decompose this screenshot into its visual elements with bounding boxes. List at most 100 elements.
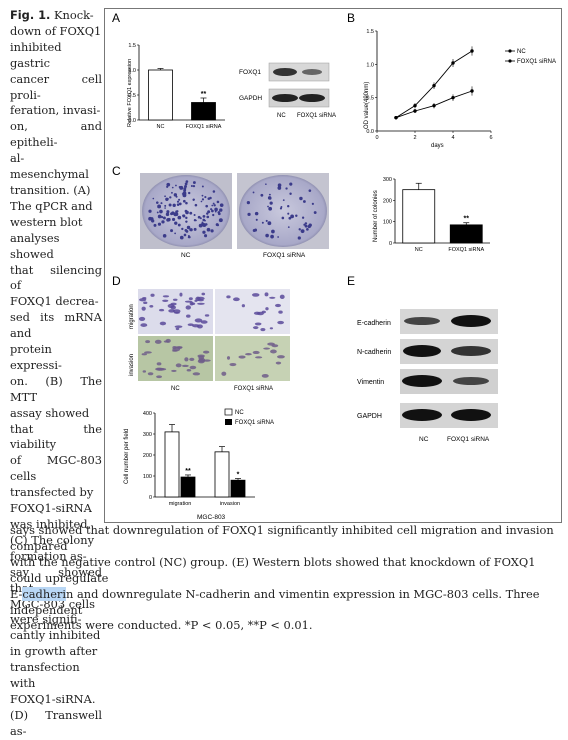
caption-line: says showed that downregulation of FOXQ1… <box>10 523 554 553</box>
x-tick-label: FOXQ1 siRNA <box>448 247 484 253</box>
blot-band <box>402 409 442 421</box>
highlighted-text[interactable]: cadheri <box>22 586 67 601</box>
cells <box>138 292 285 379</box>
legend-sirna: FOXQ1 siRNA <box>517 59 556 65</box>
colony <box>190 184 193 188</box>
caption-bottom: says showed that downregulation of FOXQ1… <box>10 523 562 634</box>
colony <box>210 208 213 211</box>
x-tick-label: NC <box>157 124 165 130</box>
y-tick-label: 100 <box>143 474 152 480</box>
colony <box>210 229 214 233</box>
panel-d-micrographs: migration invasion NC FOXQ1 siRNA <box>129 289 290 392</box>
bar <box>449 224 483 244</box>
cell <box>203 359 211 362</box>
bar <box>148 69 173 121</box>
colony <box>157 214 162 219</box>
panel-label-e: E <box>347 274 355 288</box>
cell <box>255 356 263 359</box>
significance-label: ** <box>185 468 191 475</box>
cell <box>192 372 201 376</box>
cell <box>226 356 231 360</box>
colony <box>201 185 204 188</box>
cell <box>270 349 277 354</box>
blot-band <box>273 68 297 76</box>
blot-band <box>451 346 491 356</box>
blot-foxq1 <box>268 62 330 82</box>
caption-line: sed its mRNA and <box>10 310 102 341</box>
caption-line: formation as- <box>10 548 87 563</box>
cell <box>189 365 197 370</box>
cell <box>203 350 210 354</box>
colony <box>205 204 209 208</box>
colony <box>247 212 251 216</box>
caption-line: in growth after <box>10 644 98 659</box>
cell <box>187 323 194 327</box>
significance-label: * <box>237 472 240 479</box>
panel-c-dishes: NC FOXQ1 siRNA <box>140 173 329 259</box>
caption-line: with the negative control (NC) group. (E… <box>10 554 536 585</box>
y-tick-label: 200 <box>383 198 392 204</box>
blot-lane-sirna: FOXQ1 siRNA <box>297 113 336 119</box>
colony <box>170 229 174 233</box>
y-tick-label: 300 <box>143 432 152 438</box>
panel-b-xlabel: days <box>431 143 444 149</box>
colony <box>186 225 191 230</box>
colony <box>166 218 170 222</box>
panel-b-chart: OD value(490nm) days NC FOXQ1 siRNA 0.00… <box>364 29 556 149</box>
colony <box>167 197 169 200</box>
panel-b-ylabel: OD value(490nm) <box>364 82 370 129</box>
cell <box>143 301 148 305</box>
y-tick-label: 0.5 <box>366 96 374 102</box>
cell <box>277 355 285 359</box>
cell <box>197 359 205 364</box>
colony <box>280 206 283 208</box>
figure-svg: A B C D E Relative FOXQ1 expression 0.00… <box>112 11 556 521</box>
bar <box>230 479 246 498</box>
colony <box>218 218 223 223</box>
colony <box>161 220 165 224</box>
colony <box>156 211 159 214</box>
caption-line: of MGC-803 cells <box>10 453 102 484</box>
colony <box>216 224 220 227</box>
blot-band <box>302 69 322 75</box>
colony <box>157 204 162 209</box>
colony <box>201 198 205 201</box>
colony <box>179 185 184 190</box>
colony <box>265 183 267 185</box>
cell <box>170 302 177 306</box>
caption-line: that silencing of <box>10 262 102 293</box>
cell <box>204 314 210 317</box>
blot-lane-e-sirna: FOXQ1 siRNA <box>447 436 490 443</box>
significance-label: ** <box>201 91 207 98</box>
colony <box>182 191 187 196</box>
cell <box>229 362 237 367</box>
colonies-sirna <box>246 182 317 240</box>
y-tick-label: 1.0 <box>128 68 136 74</box>
colony <box>185 216 188 220</box>
caption-line: E-cadherin and downregulate N-cadherin a… <box>10 586 562 619</box>
cell <box>241 304 245 308</box>
data-point <box>413 109 417 113</box>
cell <box>200 320 208 324</box>
colony <box>198 223 203 228</box>
colony <box>202 230 206 234</box>
colonies-nc <box>148 180 224 240</box>
colony <box>213 204 216 207</box>
colony <box>216 200 220 204</box>
colony <box>297 236 301 240</box>
colony <box>192 198 195 201</box>
cell <box>165 338 171 343</box>
colony <box>212 190 216 193</box>
panel-d-xlabel: MGC-803 <box>197 514 226 521</box>
cell <box>188 297 193 301</box>
colony <box>161 216 164 219</box>
caption-line: FOXQ1-siRNA. <box>10 691 96 706</box>
colony <box>282 199 285 201</box>
row-label-invasion: invasion <box>129 354 135 376</box>
cell <box>145 340 151 344</box>
colony <box>267 196 272 200</box>
cell <box>275 361 282 365</box>
caption-line: transition. (A) <box>10 182 91 197</box>
cell <box>194 299 198 302</box>
cell <box>251 293 260 297</box>
